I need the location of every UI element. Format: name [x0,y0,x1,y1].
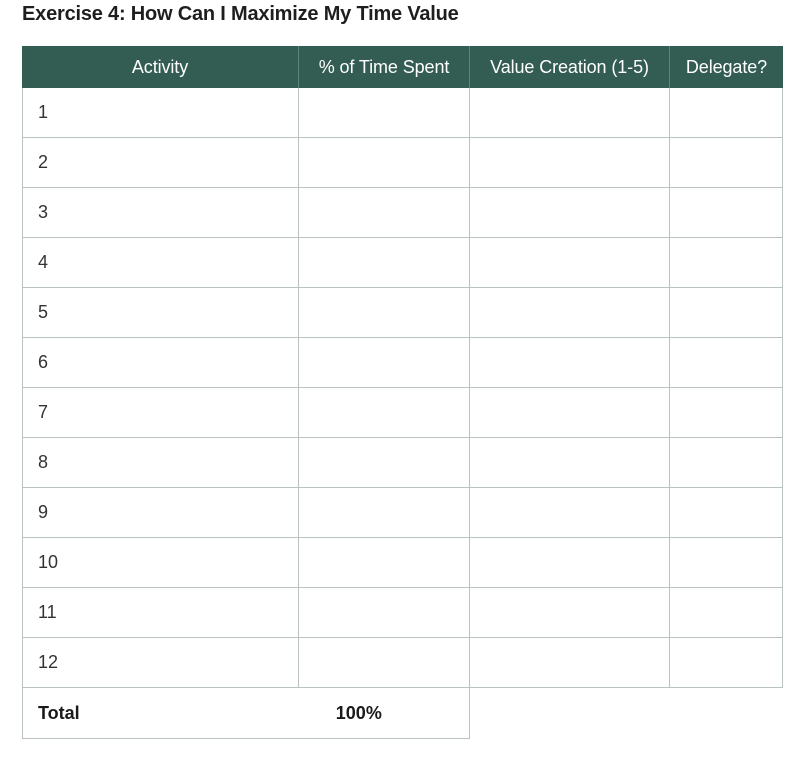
activity-cell[interactable]: 7 [22,388,299,438]
time-value-table: Activity % of Time Spent Value Creation … [22,46,783,739]
time-spent-cell[interactable] [299,188,470,238]
delegate-cell[interactable] [670,88,783,138]
table-row: 12 [22,638,783,688]
page-title: Exercise 4: How Can I Maximize My Time V… [22,3,459,25]
total-row: Total 100% [22,688,470,739]
value-creation-cell[interactable] [470,88,670,138]
time-spent-cell[interactable] [299,388,470,438]
table-row: 1 [22,88,783,138]
activity-cell[interactable]: 1 [22,88,299,138]
time-spent-cell[interactable] [299,638,470,688]
activity-cell[interactable]: 11 [22,588,299,638]
table-row: 6 [22,338,783,388]
time-spent-cell[interactable] [299,338,470,388]
activity-cell[interactable]: 5 [22,288,299,338]
header-value-creation: Value Creation (1-5) [470,46,670,88]
delegate-cell[interactable] [670,338,783,388]
total-value: 100% [335,702,382,723]
header-delegate: Delegate? [685,56,768,77]
activity-cell[interactable]: 12 [22,638,299,688]
table-row: 9 [22,488,783,538]
value-creation-cell[interactable] [470,438,670,488]
delegate-cell[interactable] [670,488,783,538]
activity-cell[interactable]: 4 [22,238,299,288]
table-row: 4 [22,238,783,288]
table-row: 8 [22,438,783,488]
value-creation-cell[interactable] [470,388,670,438]
table-body: 1 2 3 4 5 6 7 8 9 10 11 12 [22,88,783,688]
table-row: 11 [22,588,783,638]
value-creation-cell[interactable] [470,188,670,238]
value-creation-cell[interactable] [470,238,670,288]
table-row: 2 [22,138,783,188]
value-creation-cell[interactable] [470,588,670,638]
activity-cell[interactable]: 6 [22,338,299,388]
time-spent-cell[interactable] [299,538,470,588]
delegate-cell[interactable] [670,188,783,238]
delegate-cell[interactable] [670,588,783,638]
activity-cell[interactable]: 3 [22,188,299,238]
header-activity: Activity [22,46,299,88]
activity-cell[interactable]: 10 [22,538,299,588]
delegate-cell[interactable] [670,638,783,688]
delegate-cell[interactable] [670,238,783,288]
delegate-cell[interactable] [670,438,783,488]
table-header-row: Activity % of Time Spent Value Creation … [22,46,783,88]
table-row: 3 [22,188,783,238]
time-spent-cell[interactable] [299,438,470,488]
value-creation-cell[interactable] [470,338,670,388]
activity-cell[interactable]: 8 [22,438,299,488]
header-time-spent: % of Time Spent [299,46,470,88]
delegate-cell[interactable] [670,538,783,588]
value-creation-cell[interactable] [470,138,670,188]
time-spent-cell[interactable] [299,288,470,338]
activity-cell[interactable]: 9 [22,488,299,538]
table-row: 10 [22,538,783,588]
value-creation-cell[interactable] [470,288,670,338]
table-row: 7 [22,388,783,438]
value-creation-cell[interactable] [470,538,670,588]
time-spent-cell[interactable] [299,88,470,138]
time-spent-cell[interactable] [299,138,470,188]
activity-cell[interactable]: 2 [22,138,299,188]
delegate-cell[interactable] [670,388,783,438]
value-creation-cell[interactable] [470,638,670,688]
total-label: Total [38,702,80,723]
table-row: 5 [22,288,783,338]
time-spent-cell[interactable] [299,238,470,288]
value-creation-cell[interactable] [470,488,670,538]
time-spent-cell[interactable] [299,488,470,538]
delegate-cell[interactable] [670,138,783,188]
delegate-cell[interactable] [670,288,783,338]
time-spent-cell[interactable] [299,588,470,638]
